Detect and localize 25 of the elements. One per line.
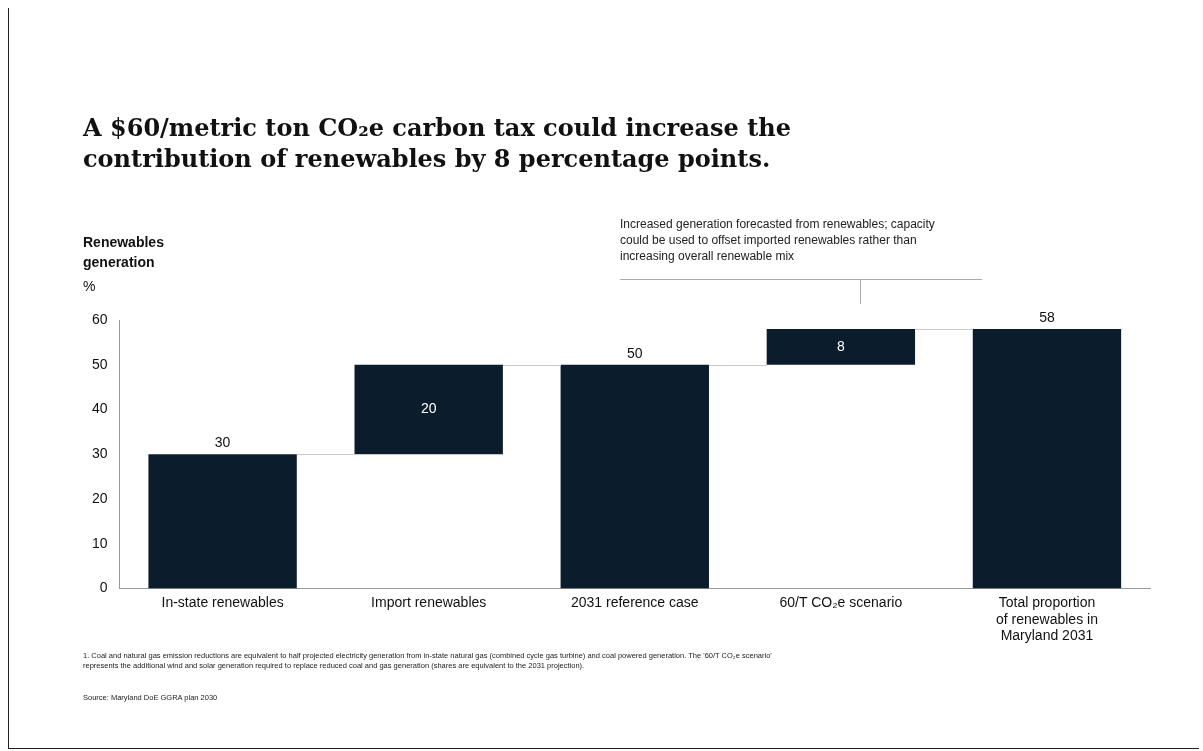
y-tick-label: 50 [91,355,108,372]
y-tick-label: 40 [91,400,108,417]
text: Increased generation forecasted from renewables; capacity could be used to offset imported renewables rather than increasing overall renewable mix [620,216,936,264]
x-tick-label: Total proportion of renewables in Maryland 2031 [995,593,1098,644]
y-axis-title: Renewables generation % [83,234,164,296]
y-tick-label: 60 [91,310,108,327]
x-tick-label: 60/T CO₂e scenario [779,593,903,610]
bar [148,454,297,589]
data-label: 8 [836,337,845,354]
bar [354,364,503,455]
y-tick-label: 0 [99,579,108,596]
x-tick-label: In-state renewables [161,593,284,610]
bar [972,328,1122,589]
x-tick-label: 2031 reference case [570,593,699,610]
bar [560,364,709,589]
data-label: 20 [420,400,437,417]
chart-title: A $60/metric ton CO₂e carbon tax could increase the contribution of renewables by 8 percentage points. [83,112,792,174]
data-label: 58 [1039,308,1055,325]
bar [766,328,916,365]
y-tick-label: 30 [91,445,108,462]
data-label: 50 [627,344,643,361]
x-tick-label: Import renewables [371,593,487,610]
y-tick-label: 20 [91,489,108,506]
y-tick-label: 10 [91,534,108,551]
data-label: 30 [214,434,231,451]
